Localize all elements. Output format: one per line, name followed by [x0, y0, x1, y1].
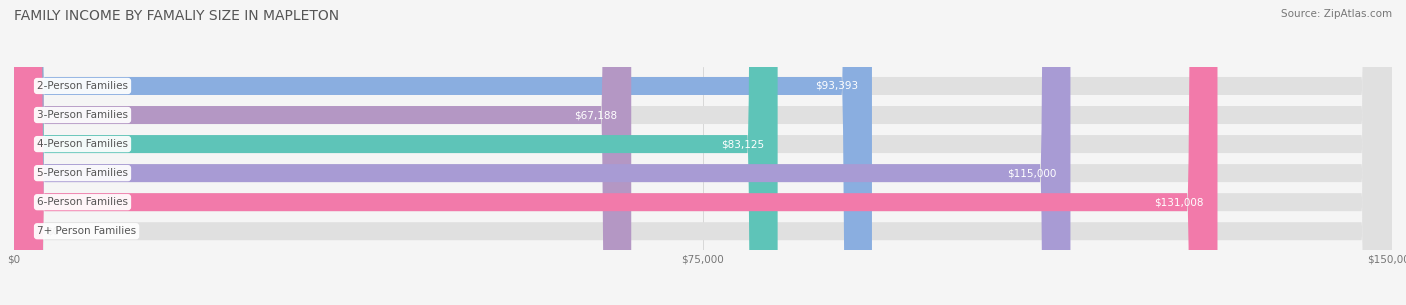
Text: FAMILY INCOME BY FAMALIY SIZE IN MAPLETON: FAMILY INCOME BY FAMALIY SIZE IN MAPLETO… — [14, 9, 339, 23]
FancyBboxPatch shape — [14, 0, 1070, 305]
Text: 6-Person Families: 6-Person Families — [37, 197, 128, 207]
Text: Source: ZipAtlas.com: Source: ZipAtlas.com — [1281, 9, 1392, 19]
FancyBboxPatch shape — [14, 0, 1392, 305]
FancyBboxPatch shape — [14, 0, 1218, 305]
Text: 5-Person Families: 5-Person Families — [37, 168, 128, 178]
FancyBboxPatch shape — [14, 0, 1392, 305]
Text: $67,188: $67,188 — [574, 110, 617, 120]
FancyBboxPatch shape — [14, 0, 872, 305]
Text: $131,008: $131,008 — [1154, 197, 1204, 207]
Text: $115,000: $115,000 — [1007, 168, 1057, 178]
Text: $93,393: $93,393 — [815, 81, 858, 91]
Text: 2-Person Families: 2-Person Families — [37, 81, 128, 91]
Text: $83,125: $83,125 — [721, 139, 763, 149]
FancyBboxPatch shape — [14, 0, 1392, 305]
FancyBboxPatch shape — [14, 0, 631, 305]
Text: 4-Person Families: 4-Person Families — [37, 139, 128, 149]
Text: 7+ Person Families: 7+ Person Families — [37, 226, 136, 236]
FancyBboxPatch shape — [14, 0, 1392, 305]
Text: 3-Person Families: 3-Person Families — [37, 110, 128, 120]
Text: $0: $0 — [46, 226, 59, 236]
FancyBboxPatch shape — [14, 0, 1392, 305]
FancyBboxPatch shape — [14, 0, 778, 305]
FancyBboxPatch shape — [14, 0, 1392, 305]
